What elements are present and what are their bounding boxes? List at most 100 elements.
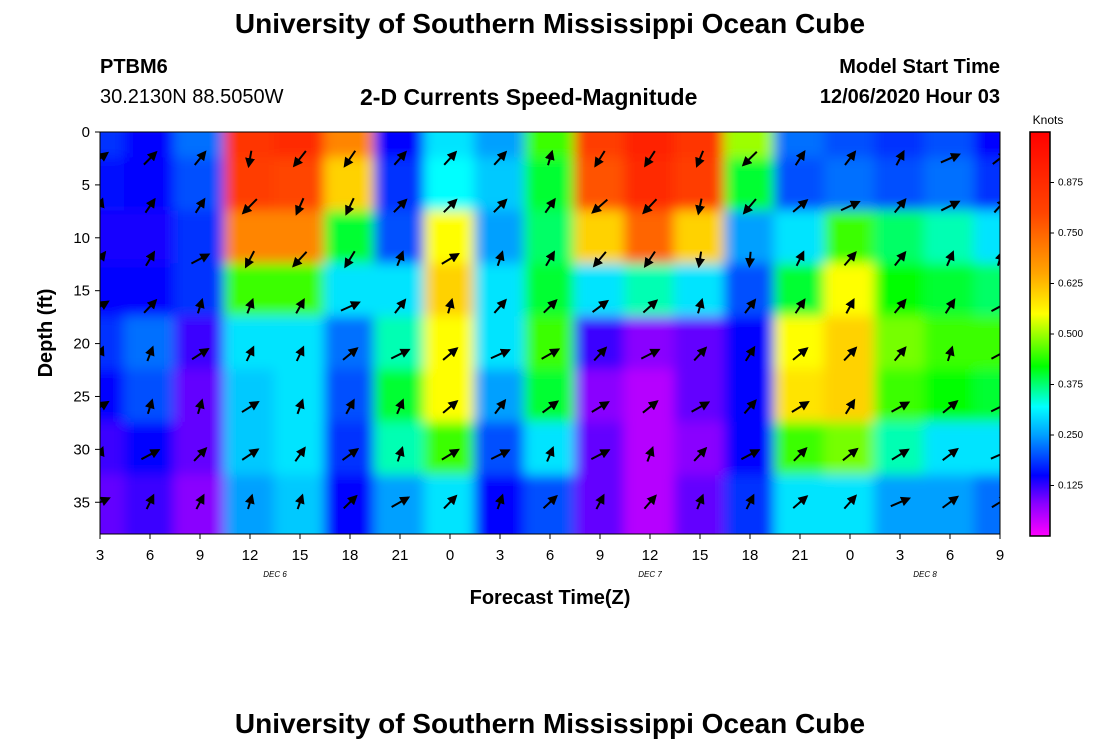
current-vector-arrow [341, 448, 360, 461]
y-axis: 0 5 10 15 20 25 30 35 [73, 124, 100, 511]
heat-cell [124, 157, 176, 213]
current-vector-arrow [393, 198, 408, 213]
heat-cell [424, 517, 476, 534]
heat-cell [574, 132, 626, 160]
heat-cell [774, 263, 826, 319]
heat-cell [374, 132, 426, 160]
heat-cell [824, 369, 876, 424]
current-vector-arrow [844, 398, 856, 415]
current-vector-arrow [294, 446, 306, 462]
current-vector-arrow [994, 250, 1000, 267]
heat-cell [324, 316, 376, 372]
current-vector-arrow [100, 345, 105, 357]
current-vector-arrow [193, 150, 207, 166]
heat-cell [324, 263, 376, 319]
current-vector-arrow [744, 345, 756, 362]
heat-cell [524, 316, 576, 372]
heat-cell [574, 517, 626, 534]
heat-cell [974, 474, 1000, 520]
current-vector-arrow [693, 446, 708, 462]
heat-cell [274, 369, 326, 424]
current-vector-arrow [100, 250, 107, 262]
heat-cell [424, 132, 476, 160]
x-tick-label: 12 [242, 547, 259, 564]
heat-cell [174, 517, 226, 534]
x-tick-label: 15 [292, 547, 309, 564]
heat-cell [374, 474, 426, 520]
colorbar-tick-label: 0.750 [1058, 228, 1083, 239]
current-vector-arrow [990, 301, 1000, 313]
heat-cell [100, 316, 126, 372]
heat-cell [774, 157, 826, 213]
current-vector-arrow [343, 494, 358, 510]
current-vector-arrow [442, 347, 459, 361]
heat-cell [674, 369, 726, 424]
heat-cell [374, 517, 426, 534]
heat-cell [924, 316, 976, 372]
current-vector-arrow [394, 298, 407, 314]
current-vector-arrow [344, 250, 356, 269]
heat-cell [574, 474, 626, 520]
current-vector-arrow [794, 298, 806, 314]
current-vector-arrow [393, 150, 407, 166]
heat-cell [974, 421, 1000, 477]
heat-cell [474, 316, 526, 372]
heat-cell [174, 369, 226, 424]
current-vector-arrow [245, 150, 255, 169]
current-vector-arrow [193, 446, 208, 462]
current-vector-arrow [143, 298, 158, 314]
heat-cell [624, 474, 676, 520]
current-vector-arrow [792, 347, 809, 361]
heat-cell [224, 157, 276, 213]
x-tick-label: 9 [196, 547, 204, 564]
heat-cell [324, 421, 376, 477]
current-vector-arrow [194, 398, 205, 415]
heat-cell [824, 210, 876, 266]
current-vector-arrow [742, 198, 757, 215]
current-vector-arrow [743, 399, 757, 415]
current-vector-arrow [100, 496, 111, 507]
current-vector-arrow [894, 250, 907, 267]
current-vector-arrow [490, 449, 511, 460]
current-vector-arrow [494, 250, 505, 267]
x-tick-label: 3 [896, 547, 904, 564]
x-tick-label: 0 [846, 547, 854, 564]
current-vector-arrow [545, 250, 555, 267]
current-vector-arrow [493, 150, 508, 166]
heat-cell [174, 157, 226, 213]
heat-cell [774, 421, 826, 477]
current-vector-arrow [395, 398, 405, 415]
current-vector-arrow [594, 150, 606, 168]
heat-cell [974, 517, 1000, 534]
heat-cell [824, 263, 876, 319]
current-vector-arrow [591, 401, 610, 413]
y-tick-label: 0 [82, 124, 90, 141]
heat-cell [274, 316, 326, 372]
current-vector-arrow [295, 298, 305, 314]
x-tick-label: 21 [392, 547, 409, 564]
current-vector-arrow [792, 198, 809, 213]
current-vector-arrow [643, 251, 656, 268]
current-vector-arrow [545, 445, 555, 462]
heat-cell [524, 157, 576, 213]
current-vector-arrow [493, 298, 507, 314]
x-tick-label: 6 [946, 547, 954, 564]
current-vector-arrow [441, 253, 460, 265]
chart-subtitle: 2-D Currents Speed-Magnitude [360, 84, 698, 110]
heat-cell [274, 263, 326, 319]
current-vector-arrow [443, 150, 458, 166]
speed-heatmap [100, 132, 1000, 534]
heat-cell [124, 369, 176, 424]
heat-cell [624, 132, 676, 160]
heat-cell [924, 474, 976, 520]
heat-cell [524, 474, 576, 520]
current-vector-arrow [893, 346, 907, 362]
heat-cell [374, 369, 426, 424]
heat-cell [624, 421, 676, 477]
colorbar-tick-label: 0.250 [1058, 430, 1083, 441]
day-label: DEC 7 [638, 570, 662, 579]
colorbar-tick-label: 0.875 [1058, 178, 1083, 189]
current-vector-arrow [840, 200, 861, 212]
current-vector-arrow [992, 151, 1000, 165]
current-vector-arrow [442, 399, 459, 414]
